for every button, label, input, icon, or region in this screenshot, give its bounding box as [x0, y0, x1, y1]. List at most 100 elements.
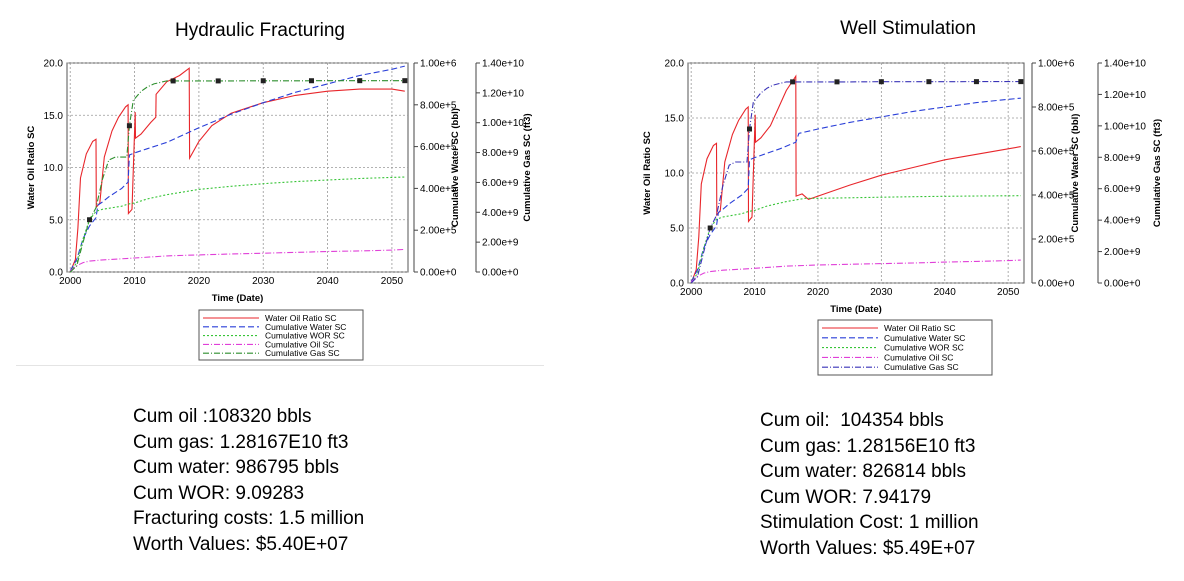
gas-marker: [707, 225, 713, 231]
x-tick-label: 2000: [680, 287, 703, 298]
y-tick-label: 20.0: [665, 59, 685, 70]
x-tick-label: 2040: [316, 276, 339, 287]
y-tick-label: 20.0: [44, 59, 64, 70]
stat-cum-wor: Cum WOR: 9.09283: [133, 482, 305, 504]
gas-marker: [926, 79, 932, 85]
stat-cum-wor: Cum WOR: 7.94179: [760, 486, 932, 508]
series-line-cumulative-wor-sc: [690, 195, 1021, 284]
x-axis-label: Time (Date): [830, 304, 882, 315]
y3-tick-label: 8.00e+9: [482, 148, 519, 159]
stat-cum-water: Cum water: 826814 bbls: [760, 461, 966, 483]
y3-axis-label: Cumulative Gas SC (ft3): [522, 113, 533, 221]
stat-cum-gas: Cum gas: 1.28167E10 ft3: [133, 431, 349, 453]
y3-tick-label: 6.00e+9: [1104, 184, 1141, 195]
chart-1: 2000 2010 2020 2030 2040 2050 0.0 5.0 10.0 15.0 20…: [642, 59, 1163, 376]
stat-cum-gas: Cum gas: 1.28156E10 ft3: [760, 435, 976, 457]
x-tick-label: 2050: [997, 287, 1020, 298]
y-tick-label: 5.0: [49, 215, 63, 226]
right-panel: Well Stimulation 2000 2010 2020 2030 2040 205…: [592, 0, 1184, 581]
y2-tick-label: 4.00e+5: [1038, 191, 1075, 202]
legend-label: Cumulative Gas SC: [884, 362, 959, 372]
y-tick-label: 15.0: [665, 114, 685, 125]
series-line-cumulative-water-sc: [690, 97, 1021, 283]
y-tick-label: 0.0: [670, 279, 684, 290]
y-axis-label: Water Oil Ratio SC: [642, 131, 653, 215]
y2-tick-label: 2.00e+5: [1038, 235, 1075, 246]
x-tick-label: 2000: [59, 276, 82, 287]
series-line-cumulative-oil-sc: [69, 248, 405, 272]
stat-worth: Worth Values: $5.40E+07: [133, 533, 349, 555]
series-line-water-oil-ratio-sc: [69, 67, 405, 273]
y-tick-label: 10.0: [665, 169, 685, 180]
stat-cum-oil: Cum oil: 104354 bbls: [760, 410, 944, 431]
gas-marker: [1018, 79, 1024, 85]
gas-marker: [402, 78, 408, 84]
y-tick-label: 10.0: [44, 163, 64, 174]
y2-tick-label: 0.00e+0: [1038, 279, 1075, 290]
y3-tick-label: 1.00e+10: [1104, 121, 1146, 132]
chart-title: Hydraulic Fracturing: [175, 20, 345, 41]
stats-block: Cum oil :108320 bbls Cum gas: 1.28167E10…: [133, 404, 364, 558]
legend-label: Water Oil Ratio SC: [884, 323, 955, 333]
series-line-cumulative-water-sc: [69, 65, 405, 272]
y3-tick-label: 4.00e+9: [482, 208, 519, 219]
stat-cum-oil: Cum oil :108320 bbls: [133, 406, 312, 427]
series-line-water-oil-ratio-sc: [690, 74, 1021, 284]
x-tick-label: 2030: [870, 287, 893, 298]
y-tick-label: 0.0: [49, 268, 63, 279]
x-tick-label: 2020: [188, 276, 211, 287]
gas-marker: [126, 123, 132, 129]
x-tick-label: 2030: [252, 276, 275, 287]
gas-marker: [973, 79, 979, 85]
y2-axis-label: Cumulative Water SC (bbl): [450, 108, 461, 227]
y3-axis-label: Cumulative Gas SC (ft3): [1152, 119, 1163, 227]
stat-cum-water: Cum water: 986795 bbls: [133, 457, 339, 479]
divider: [16, 365, 544, 366]
y3-tick-label: 2.00e+9: [482, 238, 519, 249]
x-tick-label: 2010: [123, 276, 146, 287]
y3-tick-label: 1.00e+10: [482, 118, 524, 129]
y3-tick-label: 8.00e+9: [1104, 153, 1141, 164]
gas-marker: [87, 217, 93, 223]
left-panel: Hydraulic Fracturing 2000 2010 2020 2030 204…: [16, 20, 544, 558]
x-tick-label: 2020: [807, 287, 830, 298]
y3-tick-label: 1.20e+10: [1104, 90, 1146, 101]
y2-tick-label: 6.00e+5: [1038, 147, 1075, 158]
gas-marker: [260, 78, 266, 84]
y-axis-label: Water Oil Ratio SC: [26, 126, 37, 210]
x-tick-label: 2040: [934, 287, 957, 298]
stats-block: Cum oil: 104354 bbls Cum gas: 1.28156E10…: [760, 408, 979, 562]
gas-marker: [834, 79, 840, 85]
y3-tick-label: 6.00e+9: [482, 178, 519, 189]
gas-marker: [746, 126, 752, 132]
y-tick-label: 5.0: [670, 224, 684, 235]
gas-marker: [215, 78, 221, 84]
y3-tick-label: 1.20e+10: [482, 88, 524, 99]
legend-label: Cumulative Water SC: [884, 333, 965, 343]
y-tick-label: 15.0: [44, 111, 64, 122]
stat-cost: Stimulation Cost: 1 million: [760, 512, 979, 534]
gas-marker: [170, 78, 176, 84]
y3-tick-label: 0.00e+0: [482, 268, 519, 279]
legend-label: Cumulative Gas SC: [265, 348, 340, 358]
x-tick-label: 2050: [381, 276, 404, 287]
legend-label: Cumulative Oil SC: [265, 339, 334, 349]
legend-label: Cumulative WOR SC: [265, 331, 345, 341]
gas-marker: [878, 79, 884, 85]
chart-title: Well Stimulation: [840, 18, 976, 39]
legend-label: Cumulative Oil SC: [884, 352, 953, 362]
y3-tick-label: 2.00e+9: [1104, 247, 1141, 258]
stat-cost: Fracturing costs: 1.5 million: [133, 508, 365, 530]
x-tick-label: 2010: [743, 287, 766, 298]
x-axis-label: Time (Date): [212, 293, 264, 304]
legend-label: Cumulative WOR SC: [884, 343, 964, 353]
stat-worth: Worth Values: $5.49E+07: [760, 537, 976, 559]
chart-0: 2000 2010 2020 2030 2040 2050 0.0 5.0 10.0 15.0 20…: [26, 59, 533, 361]
y3-tick-label: 1.40e+10: [482, 59, 524, 70]
y2-tick-label: 8.00e+5: [420, 100, 457, 111]
y2-axis-label: Cumulative Water SC (bbl): [1070, 114, 1081, 233]
series-line-cumulative-oil-sc: [690, 259, 1021, 283]
y3-tick-label: 4.00e+9: [1104, 216, 1141, 227]
y3-tick-label: 1.40e+10: [1104, 59, 1146, 70]
y2-tick-label: 8.00e+5: [1038, 103, 1075, 114]
